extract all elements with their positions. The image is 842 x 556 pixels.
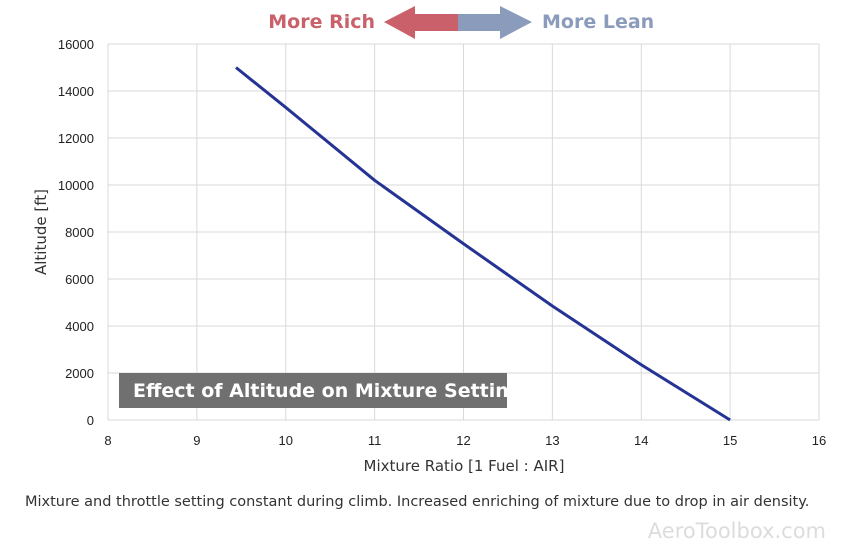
y-tick-label: 6000 — [65, 272, 94, 287]
caption: Mixture and throttle setting constant du… — [25, 494, 810, 510]
series-layer — [235, 66, 731, 422]
y-tick-label: 10000 — [58, 178, 94, 193]
chart: 8 9 10 11 12 13 14 15 16 0 2000 4000 6000 8000 10000 1… — [32, 6, 826, 475]
rich-label: More Rich — [268, 11, 375, 33]
x-tick-label: 16 — [812, 433, 826, 448]
y-tick-label: 2000 — [65, 366, 94, 381]
x-tick-label: 10 — [279, 433, 293, 448]
chart-title-box: Effect of Altitude on Mixture Setting — [119, 373, 522, 408]
y-tick-label: 12000 — [58, 131, 94, 146]
chart-title: Effect of Altitude on Mixture Setting — [133, 380, 522, 402]
y-tick-label: 14000 — [58, 84, 94, 99]
watermark: AeroToolbox.com — [647, 519, 826, 543]
y-tick-label: 0 — [87, 413, 94, 428]
y-tick-label: 8000 — [65, 225, 94, 240]
x-axis-title: Mixture Ratio [1 Fuel : AIR] — [364, 457, 565, 475]
x-axis-ticks: 8 9 10 11 12 13 14 15 16 — [104, 433, 826, 448]
y-tick-label: 4000 — [65, 319, 94, 334]
x-tick-label: 15 — [723, 433, 737, 448]
grid — [107, 43, 820, 421]
chart-title-background — [119, 373, 507, 408]
y-axis-ticks: 0 2000 4000 6000 8000 10000 12000 14000 16000 — [58, 37, 94, 428]
rich-arrow-icon — [384, 6, 458, 39]
series-line — [235, 66, 731, 422]
x-tick-label: 8 — [104, 433, 111, 448]
x-tick-label: 12 — [456, 433, 470, 448]
x-tick-label: 11 — [368, 433, 382, 448]
y-tick-label: 16000 — [58, 37, 94, 52]
lean-label: More Lean — [542, 11, 654, 33]
x-tick-label: 9 — [193, 433, 200, 448]
x-tick-label: 14 — [634, 433, 648, 448]
y-axis-title: Altitude [ft] — [32, 189, 50, 275]
rich-lean-arrow: More Rich More Lean — [268, 6, 654, 39]
lean-arrow-icon — [458, 6, 532, 39]
x-tick-label: 13 — [545, 433, 559, 448]
